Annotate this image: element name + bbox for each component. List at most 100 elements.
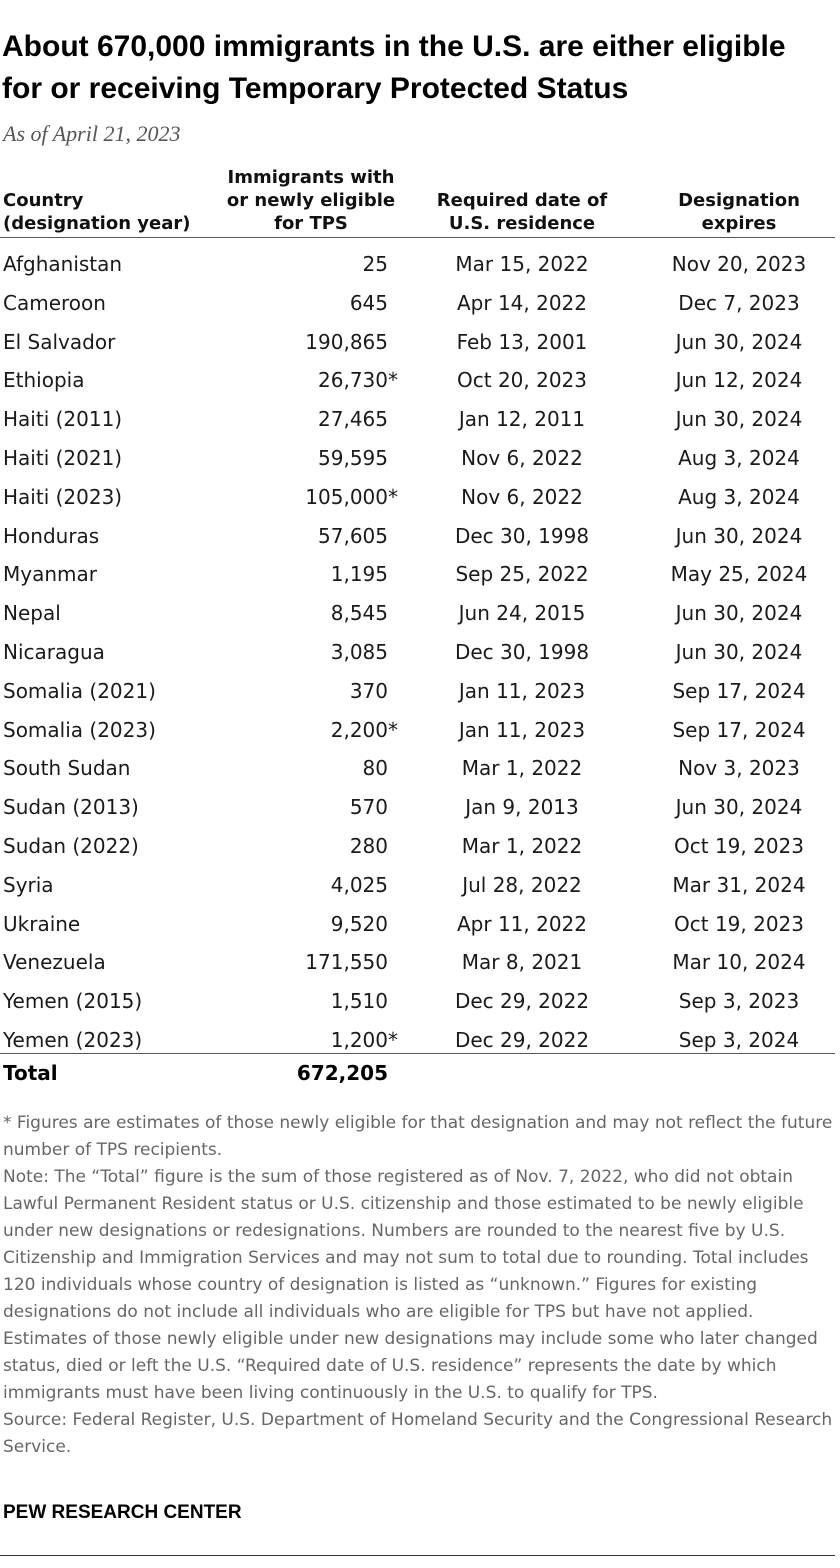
cell-expires: Aug 3, 2024	[678, 445, 800, 470]
cell-country: Venezuela	[3, 950, 106, 975]
cell-count: 27,465	[318, 407, 388, 432]
cell-country: Haiti (2023)	[3, 484, 123, 509]
cell-country: Sudan (2013)	[3, 795, 139, 820]
header-country: Country (designation year)	[3, 189, 223, 235]
table-row: Sudan (2022) 280 Mar 1, 2022 Oct 19, 2023	[0, 827, 840, 866]
cell-expires: Jun 30, 2024	[675, 795, 803, 820]
cell-required-date: Mar 8, 2021	[461, 950, 583, 975]
chart-subtitle: As of April 21, 2023	[3, 121, 181, 146]
cell-expires: Sep 3, 2024	[678, 1027, 800, 1052]
cell-count: 57,605	[318, 523, 388, 548]
cell-required-date: Nov 6, 2022	[461, 484, 583, 509]
cell-estimate-mark: *	[388, 484, 398, 509]
cell-estimate-mark: *	[388, 1027, 398, 1052]
cell-country: Haiti (2011)	[3, 407, 123, 432]
cell-estimate-mark: *	[388, 717, 398, 742]
table-row: Nepal 8,545 Jun 24, 2015 Jun 30, 2024	[0, 594, 840, 633]
footnote: * Figures are estimates of those newly e…	[3, 1113, 833, 1160]
table-row: Somalia (2021) 370 Jan 11, 2023 Sep 17, 202…	[0, 672, 840, 711]
cell-country: Haiti (2021)	[3, 445, 123, 470]
header-required-line-1: Required date of	[436, 190, 608, 211]
cell-required-date: Nov 6, 2022	[461, 445, 583, 470]
header-count: Immigrants with or newly eligible for TP…	[214, 166, 408, 235]
cell-expires: Oct 19, 2023	[674, 833, 804, 858]
cell-expires: Dec 7, 2023	[678, 290, 800, 315]
cell-count: 8,545	[330, 601, 388, 626]
cell-required-date: Mar 1, 2022	[461, 833, 583, 858]
cell-count: 1,200	[330, 1027, 388, 1052]
header-required-date: Required date of U.S. residence	[422, 189, 622, 235]
cell-expires: Aug 3, 2024	[678, 484, 800, 509]
cell-count: 25	[362, 252, 388, 276]
table-row: Haiti (2021) 59,595 Nov 6, 2022 Aug 3, 2024	[0, 439, 840, 478]
cell-count: 3,085	[330, 639, 388, 664]
cell-expires: Mar 31, 2024	[672, 872, 806, 897]
cell-expires: Jun 30, 2024	[675, 523, 803, 548]
cell-count: 59,595	[318, 445, 388, 470]
cell-count: 171,550	[305, 950, 388, 975]
cell-country: Sudan (2022)	[3, 833, 139, 858]
table-row: Myanmar 1,195 Sep 25, 2022 May 25, 2024	[0, 555, 840, 594]
table-row: Ethiopia 26,730 * Oct 20, 2023 Jun 12, 2024	[0, 361, 840, 400]
table-row: Haiti (2011) 27,465 Jan 12, 2011 Jun 30, 20…	[0, 400, 840, 439]
cell-expires: Jun 30, 2024	[675, 639, 803, 664]
cell-required-date: Jan 11, 2023	[458, 678, 586, 703]
cell-count: 370	[349, 678, 388, 703]
cell-expires: Jun 12, 2024	[675, 368, 803, 393]
table-row: Yemen (2015) 1,510 Dec 29, 2022 Sep 3, 2023	[0, 982, 840, 1021]
table-row: Somalia (2023) 2,200 * Jan 11, 2023 Sep 17, …	[0, 711, 840, 750]
table-row: El Salvador 190,865 Feb 13, 2001 Jun 30, 20…	[0, 323, 840, 362]
cell-count: 2,200	[330, 717, 388, 742]
cell-country: Ukraine	[3, 911, 81, 936]
cell-country: Ethiopia	[3, 368, 85, 393]
header-expires-line-1: Designation	[678, 190, 800, 211]
header-count-line-2: or newly eligible	[226, 190, 396, 211]
header-count-line-3: for TPS	[274, 213, 348, 234]
table-row: Yemen (2023) 1,200 * Dec 29, 2022 Sep 3, 202…	[0, 1021, 840, 1060]
cell-estimate-mark: *	[388, 368, 398, 393]
total-divider	[0, 1053, 835, 1054]
cell-count: 280	[349, 833, 388, 858]
cell-expires: Sep 17, 2024	[672, 717, 806, 742]
cell-country: Cameroon	[3, 290, 106, 315]
cell-count: 1,510	[330, 989, 388, 1014]
cell-required-date: Jan 11, 2023	[458, 717, 586, 742]
header-expires-line-2: expires	[701, 213, 777, 234]
cell-count: 1,195	[330, 562, 388, 587]
bottom-divider	[0, 1555, 835, 1556]
cell-required-date: Feb 13, 2001	[456, 329, 588, 354]
table-row: Nicaragua 3,085 Dec 30, 1998 Jun 30, 2024	[0, 633, 840, 672]
cell-required-date: Jun 24, 2015	[458, 601, 586, 626]
cell-expires: Sep 17, 2024	[672, 678, 806, 703]
header-country-line-2: (designation year)	[3, 213, 191, 234]
cell-required-date: Apr 14, 2022	[456, 290, 588, 315]
cell-required-date: Jan 9, 2013	[465, 795, 579, 820]
cell-expires: Jun 30, 2024	[675, 329, 803, 354]
header-divider	[0, 237, 835, 238]
header-country-line-1: Country	[3, 190, 84, 211]
cell-required-date: Dec 29, 2022	[454, 989, 590, 1014]
cell-expires: Oct 19, 2023	[674, 911, 804, 936]
table-row: Cameroon 645 Apr 14, 2022 Dec 7, 2023	[0, 284, 840, 323]
note-text: Note: The “Total” figure is the sum of t…	[3, 1167, 818, 1403]
cell-count: 4,025	[330, 872, 388, 897]
header-count-line-1: Immigrants with	[227, 167, 395, 188]
cell-country: Somalia (2023)	[3, 717, 156, 742]
table-row: Venezuela 171,550 Mar 8, 2021 Mar 10, 2024	[0, 943, 840, 982]
cell-count: 26,730	[318, 368, 388, 393]
cell-country: South Sudan	[3, 756, 131, 781]
table-row: Afghanistan 25 Mar 15, 2022 Nov 20, 2023	[0, 245, 840, 284]
cell-expires: Nov 3, 2023	[678, 756, 800, 781]
table-row: Honduras 57,605 Dec 30, 1998 Jun 30, 2024	[0, 517, 840, 556]
cell-expires: Nov 20, 2023	[671, 252, 807, 276]
cell-country: El Salvador	[3, 329, 116, 354]
cell-country: Nepal	[3, 601, 61, 626]
cell-country: Syria	[3, 872, 54, 897]
cell-required-date: Sep 25, 2022	[455, 562, 589, 587]
total-row: Total 672,205	[0, 1055, 840, 1091]
cell-country: Yemen (2023)	[3, 1027, 143, 1052]
cell-required-date: Jan 12, 2011	[458, 407, 586, 432]
notes: * Figures are estimates of those newly e…	[3, 1110, 833, 1461]
cell-count: 9,520	[330, 911, 388, 936]
header-required-line-2: U.S. residence	[448, 213, 596, 234]
